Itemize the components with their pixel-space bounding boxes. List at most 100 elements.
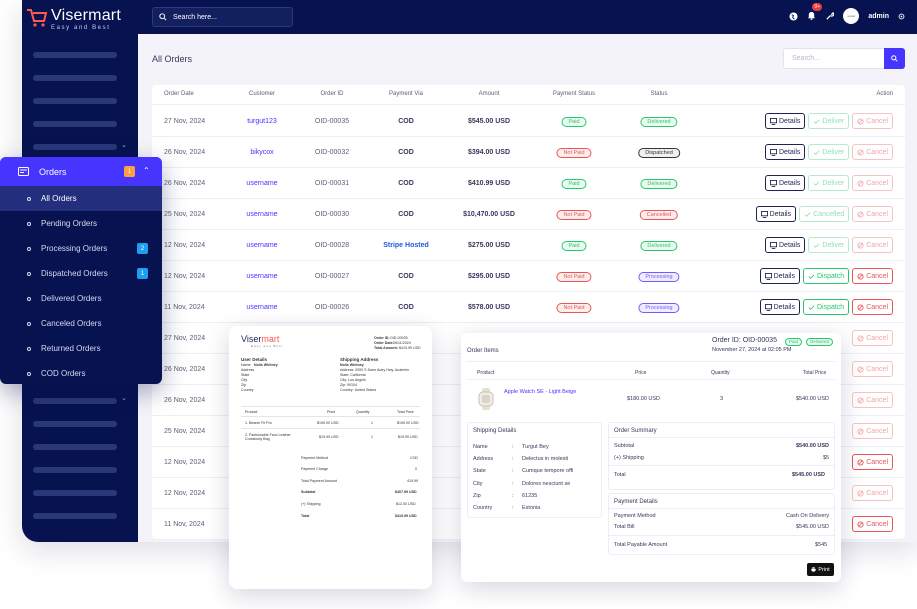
payment-status-badge: Not Paid [556,210,592,220]
menu-item-canceled-orders[interactable]: Canceled Orders [0,311,162,336]
check-icon [804,211,811,217]
invoice-shipping-country: Country: United States [340,388,377,392]
menu-item-processing-orders[interactable]: Processing Orders 2 [0,236,162,261]
cancel-button[interactable]: Cancel [852,237,893,253]
row-actions: Cancel [852,330,893,346]
table-row: 27 Nov, 2024 turgut123 OID-00035 COD $545.00… [152,106,905,137]
product-name-link[interactable]: Apple Watch SE - Light Beige [504,389,577,395]
customer-link[interactable]: username [246,304,278,311]
sidebar-placeholder [33,98,117,104]
summary-total-label: Total [614,472,626,478]
row-actions: Details Dispatch Cancel [759,299,893,315]
table-row: 25 Nov, 2024 username OID-00030 COD $10,470.… [152,199,905,230]
cancel-button-label: Cancel [866,458,888,466]
sidebar-placeholder [33,490,117,496]
cancel-button[interactable]: Cancel [852,361,893,377]
notifications-button[interactable]: 9+ [807,3,823,25]
cancelled-button[interactable]: Cancelled [799,206,850,222]
shipping-field-colon: : [512,480,514,487]
menu-item-cod-orders[interactable]: COD Orders [0,361,162,384]
menu-item-label: Processing Orders [41,244,108,253]
global-search-input[interactable]: Search here... [152,7,293,27]
customer-link[interactable]: username [246,211,278,218]
details-button[interactable]: Details [765,113,806,129]
payment-method-value: Cash On Delivery [786,513,830,519]
deliver-button[interactable]: Deliver [808,175,850,191]
invoice-item-price: $190.00 USD [317,421,339,425]
bullet-icon [27,271,31,276]
cancel-button[interactable]: Cancel [852,299,893,315]
cancel-button[interactable]: Cancel [852,392,893,408]
cancel-button-label: Cancel [866,396,888,404]
details-button[interactable]: Details [765,237,806,253]
column-header-payment-status: Payment Status [552,91,596,97]
orders-count-badge: 1 [124,166,135,177]
orders-search-input[interactable]: Search... [783,48,885,69]
customer-link[interactable]: username [246,273,278,280]
cancel-button[interactable]: Cancel [852,175,893,191]
brand-logo[interactable]: Visermart Easy and Best [26,8,121,31]
deliver-button-label: Deliver [822,179,845,187]
details-button[interactable]: Details [759,268,800,284]
ban-icon [857,303,864,311]
details-button[interactable]: Details [759,299,800,315]
invoice-user-field: Country [241,388,254,392]
invoice-brand-part2: mart [261,334,280,344]
total-bill-label: Total Bill [614,524,635,530]
divider [241,428,420,429]
menu-item-label: Canceled Orders [41,319,102,328]
deliver-button[interactable]: Deliver [808,144,850,160]
dispatch-button[interactable]: Dispatch [802,299,850,315]
menu-item-dispatched-orders[interactable]: Dispatched Orders 1 [0,261,162,286]
menu-item-returned-orders[interactable]: Returned Orders [0,336,162,361]
cancel-button[interactable]: Cancel [852,113,893,129]
dispatch-button[interactable]: Dispatch [802,268,850,284]
cancel-button[interactable]: Cancel [852,454,893,470]
settings-gear-icon[interactable] [898,13,905,20]
customer-link[interactable]: turgut123 [247,118,277,125]
deliver-button[interactable]: Deliver [808,237,850,253]
customer-link[interactable]: username [246,180,278,187]
order-date: 12 Nov, 2024 [164,459,206,466]
cancel-button[interactable]: Cancel [852,330,893,346]
row-actions: Details Deliver Cancel [765,144,893,160]
customer-link[interactable]: username [246,242,278,249]
product-total: $540.00 USD [796,396,830,402]
orders-search-button[interactable] [884,48,905,69]
print-button[interactable]: Print [807,563,834,576]
cancel-button[interactable]: Cancel [852,144,893,160]
column-header-amount: Amount [478,91,500,97]
order-status-badge: Delivered [640,117,678,127]
details-button[interactable]: Details [765,175,806,191]
table-row: 12 Nov, 2024 username OID-00028 Stripe Host… [152,230,905,261]
deliver-button-label: Deliver [822,148,845,156]
orders-menu-header[interactable]: Orders 1 ⌃ [0,157,162,186]
cancel-button[interactable]: Cancel [852,268,893,284]
payment-via: COD [398,211,414,218]
shipping-details-box [467,422,602,518]
admin-username[interactable]: admin [868,12,889,20]
invoice-user-field: Name [241,363,251,367]
customer-link[interactable]: bikycox [250,149,274,156]
wrench-icon[interactable] [825,11,835,21]
menu-item-delivered-orders[interactable]: Delivered Orders [0,286,162,311]
row-actions: Details Cancelled Cancel [755,206,893,222]
order-summary-box [608,422,835,490]
details-button[interactable]: Details [765,144,806,160]
cancel-button[interactable]: Cancel [852,516,893,532]
menu-item-pending-orders[interactable]: Pending Orders [0,211,162,236]
invoice-item-qty: 1 [371,435,373,439]
avatar[interactable]: avatar [843,8,860,24]
invoice-order-date: 26/11/2024 [393,341,411,345]
sidebar-placeholder [33,75,117,81]
globe-icon[interactable] [789,11,798,21]
paid-badge: Paid [785,338,803,346]
cancel-button[interactable]: Cancel [852,423,893,439]
invoice-summary-label: (+) Shipping [301,502,321,506]
deliver-button[interactable]: Deliver [808,113,850,129]
cancel-button[interactable]: Cancel [852,485,893,501]
cancel-button[interactable]: Cancel [852,206,893,222]
cancelled-button-label: Cancelled [813,210,845,218]
details-button[interactable]: Details [755,206,797,222]
menu-item-all-orders[interactable]: All Orders [0,186,162,211]
